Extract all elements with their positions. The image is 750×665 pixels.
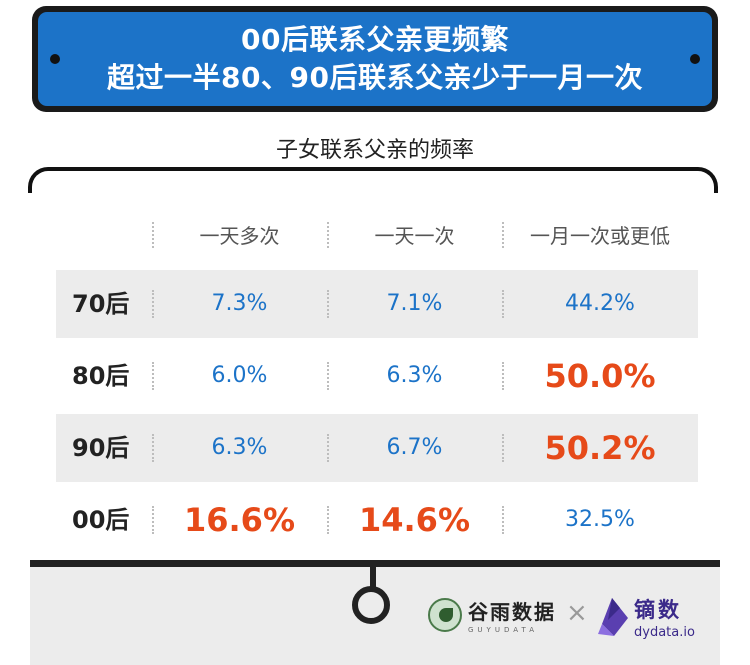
column-divider: [327, 434, 329, 462]
column-divider: [327, 222, 329, 248]
title-line-1: 00后联系父亲更频繁: [241, 23, 509, 56]
bird-logo-icon: [428, 598, 462, 632]
dydata-logo: 镝数 dydata.io: [598, 594, 695, 640]
footer-divider-line: [30, 560, 720, 567]
column-header: 一天一次: [374, 224, 455, 248]
logo2-en: dydata.io: [634, 625, 695, 640]
row-label: 70后: [72, 290, 130, 318]
column-divider: [327, 506, 329, 534]
table-cell: 6.3%: [211, 435, 268, 460]
logo1-name: 谷雨数据: [468, 600, 556, 624]
column-header: 一月一次或更低: [530, 224, 670, 248]
column-divider: [152, 434, 154, 462]
ring-icon: [352, 586, 390, 624]
table-cell: 6.3%: [386, 363, 443, 388]
table-row: 00后 16.6% 14.6% 32.5%: [56, 486, 698, 554]
table-row: 90后 6.3% 6.7% 50.2%: [56, 414, 698, 482]
guyu-logo: 谷雨数据 GUYUDATA: [428, 596, 556, 634]
shard-logo-icon: [598, 598, 628, 636]
row-label: 00后: [72, 506, 130, 534]
column-divider: [152, 362, 154, 390]
banner-dot-right-icon: [690, 54, 700, 64]
table-cell: 14.6%: [358, 501, 470, 539]
bracket-decoration: [28, 167, 718, 193]
table-cell: 50.0%: [544, 357, 656, 395]
column-divider: [152, 222, 154, 248]
column-divider: [152, 290, 154, 318]
column-divider: [502, 506, 504, 534]
table-cell: 32.5%: [565, 507, 635, 532]
separator-x: ×: [566, 598, 588, 628]
column-header: 一天多次: [199, 224, 280, 248]
column-divider: [327, 290, 329, 318]
row-label: 90后: [72, 434, 130, 462]
table-cell: 7.3%: [211, 291, 268, 316]
table-row: 80后 6.0% 6.3% 50.0%: [56, 342, 698, 410]
table-cell: 44.2%: [565, 291, 635, 316]
title-banner: 00后联系父亲更频繁 超过一半80、90后联系父亲少于一月一次: [32, 6, 718, 112]
row-label: 80后: [72, 362, 130, 390]
column-divider: [502, 362, 504, 390]
column-divider: [327, 362, 329, 390]
column-divider: [152, 506, 154, 534]
pendant-stem: [370, 566, 376, 588]
logo2-name: 镝数: [634, 598, 682, 622]
chart-title: 子女联系父亲的频率: [275, 138, 474, 163]
table-cell: 50.2%: [544, 429, 656, 467]
table-cell: 6.0%: [211, 363, 268, 388]
table-cell: 7.1%: [386, 291, 443, 316]
column-divider: [502, 222, 504, 248]
table-cell: 16.6%: [183, 501, 295, 539]
table-row: 70后 7.3% 7.1% 44.2%: [56, 270, 698, 338]
table-cell: 6.7%: [386, 435, 443, 460]
logo1-en: GUYUDATA: [468, 626, 538, 634]
column-divider: [502, 290, 504, 318]
banner-dot-left-icon: [50, 54, 60, 64]
title-banner-inner: 00后联系父亲更频繁 超过一半80、90后联系父亲少于一月一次: [38, 12, 712, 106]
column-divider: [502, 434, 504, 462]
title-line-2: 超过一半80、90后联系父亲少于一月一次: [107, 61, 643, 94]
column-header-row: 一天多次 一天一次 一月一次或更低: [0, 218, 750, 254]
